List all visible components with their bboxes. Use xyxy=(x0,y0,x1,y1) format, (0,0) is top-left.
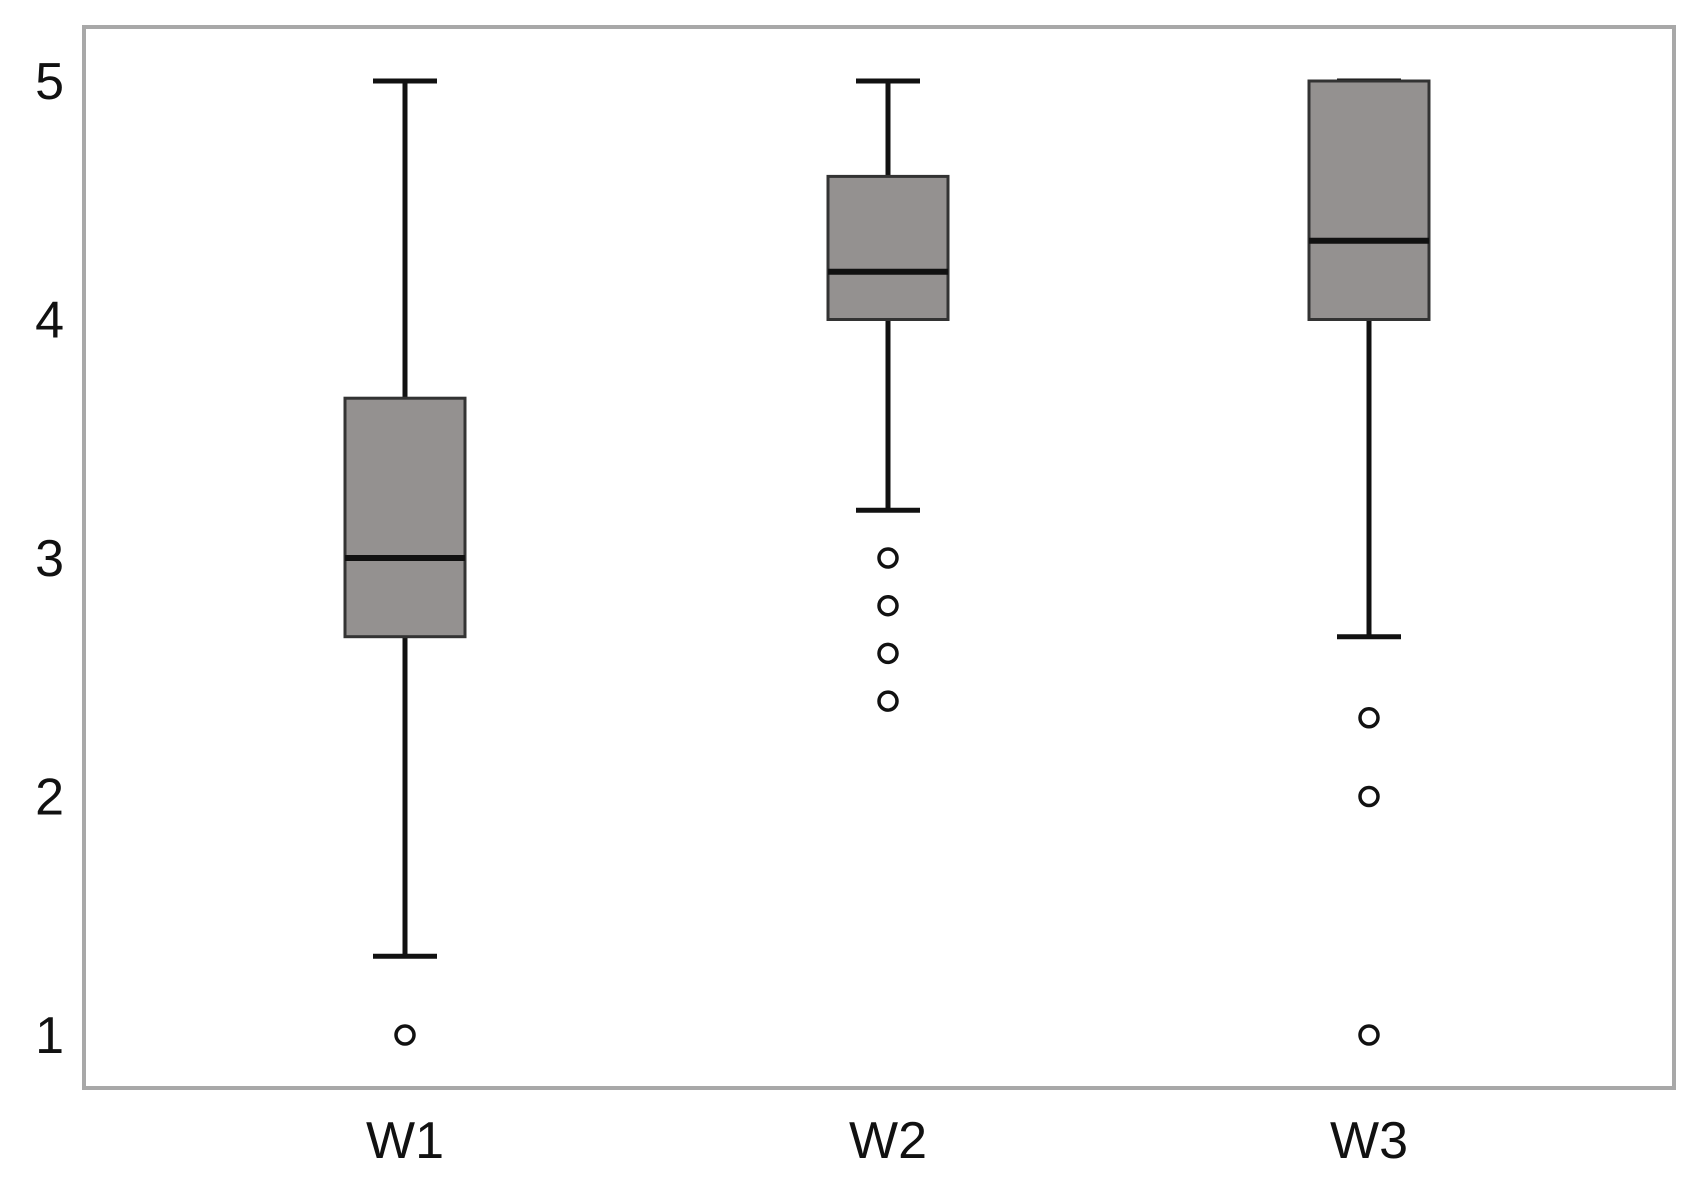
outlier-point-w3-2 xyxy=(1358,785,1380,808)
outlier-point-w3-3 xyxy=(1358,1024,1380,1046)
box-w3 xyxy=(1307,78,1431,1046)
y-tick-label-2: 2 xyxy=(35,769,64,827)
iqr-box-w3 xyxy=(1307,79,1431,321)
outlier-point-w1-1 xyxy=(394,1024,416,1046)
iqr-box-w1 xyxy=(343,396,467,639)
iqr-box-w2 xyxy=(826,174,950,321)
box-w2 xyxy=(826,78,950,712)
x-tick-label-w3: W3 xyxy=(1330,1112,1408,1170)
x-tick-label-w1: W1 xyxy=(366,1112,444,1170)
outlier-point-w2-2 xyxy=(877,594,899,617)
outlier-point-w2-4 xyxy=(877,690,899,712)
box-group xyxy=(343,78,1431,1046)
y-axis: 1 2 3 4 5 xyxy=(35,53,64,1065)
x-axis: W1 W2 W3 xyxy=(366,1112,1408,1170)
y-tick-label-5: 5 xyxy=(35,53,64,111)
y-tick-label-4: 4 xyxy=(35,292,64,350)
outlier-point-w2-1 xyxy=(877,547,899,569)
y-tick-label-3: 3 xyxy=(35,530,64,588)
outlier-point-w3-1 xyxy=(1358,707,1380,729)
x-tick-label-w2: W2 xyxy=(849,1112,927,1170)
outlier-point-w2-3 xyxy=(877,642,899,665)
y-tick-label-1: 1 xyxy=(35,1007,64,1065)
box-w1 xyxy=(343,78,467,1046)
